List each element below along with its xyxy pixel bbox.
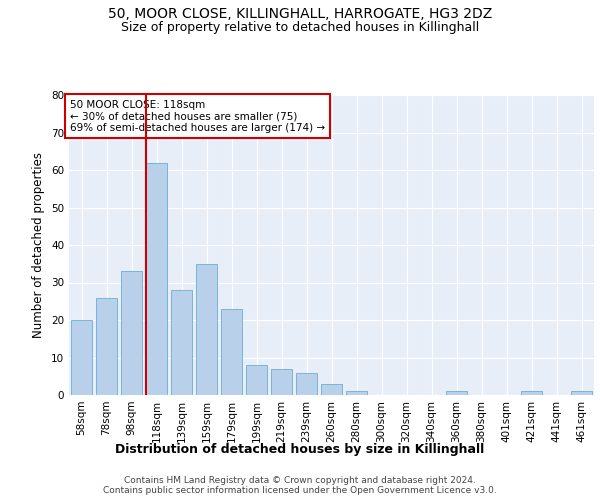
Text: Contains HM Land Registry data © Crown copyright and database right 2024.
Contai: Contains HM Land Registry data © Crown c…	[103, 476, 497, 496]
Bar	[146, 162, 167, 395]
Bar	[346, 391, 367, 395]
Text: Size of property relative to detached houses in Killinghall: Size of property relative to detached ho…	[121, 21, 479, 34]
Bar	[171, 290, 192, 395]
Bar	[246, 365, 267, 395]
Bar	[571, 391, 592, 395]
Bar	[71, 320, 92, 395]
Bar	[271, 369, 292, 395]
Text: 50 MOOR CLOSE: 118sqm
← 30% of detached houses are smaller (75)
69% of semi-deta: 50 MOOR CLOSE: 118sqm ← 30% of detached …	[70, 100, 325, 132]
Text: 50, MOOR CLOSE, KILLINGHALL, HARROGATE, HG3 2DZ: 50, MOOR CLOSE, KILLINGHALL, HARROGATE, …	[108, 8, 492, 22]
Bar	[446, 391, 467, 395]
Text: Distribution of detached houses by size in Killinghall: Distribution of detached houses by size …	[115, 442, 485, 456]
Bar	[121, 271, 142, 395]
Y-axis label: Number of detached properties: Number of detached properties	[32, 152, 46, 338]
Bar	[321, 384, 342, 395]
Bar	[521, 391, 542, 395]
Bar	[296, 372, 317, 395]
Bar	[96, 298, 117, 395]
Bar	[196, 264, 217, 395]
Bar	[221, 308, 242, 395]
